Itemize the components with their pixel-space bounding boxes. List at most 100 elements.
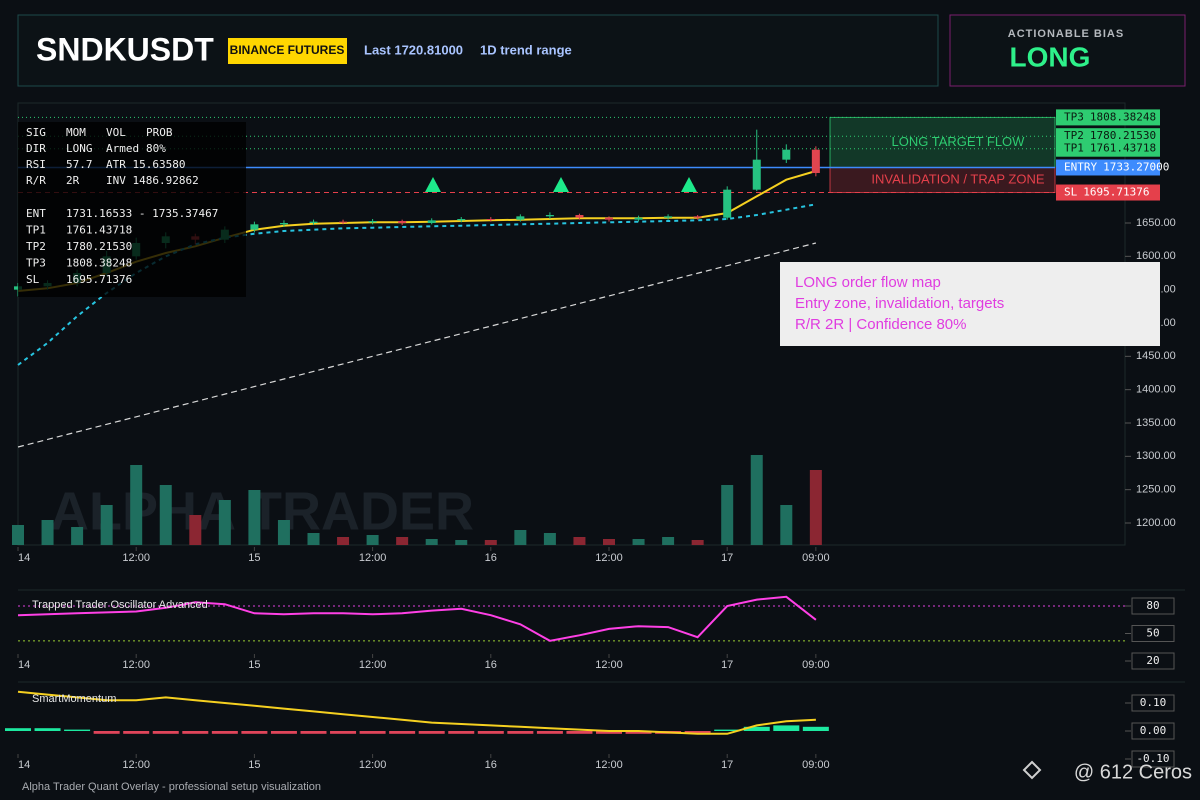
histogram-bar xyxy=(536,731,563,734)
histogram-bar xyxy=(477,731,504,734)
volume-bar xyxy=(662,537,675,545)
info-cell: ENT xyxy=(26,207,46,220)
info-cell: MOM xyxy=(66,126,86,139)
sub-layer: 14 12:00 15 12:00 16 12:00 17 09:00 80 50 20 Trappe… xyxy=(5,595,1175,771)
volume-bar xyxy=(691,540,704,545)
x-tick-label: 15 xyxy=(248,552,260,564)
watermark-icon xyxy=(1022,760,1042,780)
y-tick-label: 1450.00 xyxy=(1136,350,1176,362)
x-tick-label: 14 xyxy=(18,552,30,564)
signal-marker xyxy=(425,177,441,192)
volume-bar xyxy=(277,520,290,545)
footer: Alpha Trader Quant Overlay - professiona… xyxy=(22,781,321,793)
candle-body xyxy=(782,149,791,160)
histogram-bar xyxy=(714,729,741,731)
x-tick-label: 12:00 xyxy=(359,552,387,564)
candle-body xyxy=(309,221,318,223)
x-tick-label: 09:00 xyxy=(802,659,830,671)
y-tick-label: -0.10 xyxy=(1136,752,1169,765)
main-layer: LONG TARGET FLOW INVALIDATION / TRAP ZONE xyxy=(14,116,1056,366)
histogram-bar xyxy=(152,731,179,734)
info-cell: INV 1486.92862 xyxy=(106,174,199,187)
candle-body xyxy=(811,149,820,173)
info-cell: 80% xyxy=(146,142,166,155)
y-tick-label: 0.10 xyxy=(1140,696,1167,709)
info-cell: 1761.43718 xyxy=(66,224,132,237)
volume-bar xyxy=(721,485,734,545)
y-tick-box xyxy=(1131,750,1175,768)
candle-body xyxy=(516,216,525,220)
volume-bar xyxy=(159,485,172,545)
x-tick-label: 12:00 xyxy=(595,552,623,564)
level-price: 1761.43718 xyxy=(1090,142,1156,155)
level-tag xyxy=(1056,184,1160,201)
histogram-bar xyxy=(123,731,150,734)
x-tick-label: 15 xyxy=(248,759,260,771)
candle-body xyxy=(575,215,584,218)
signal-marker xyxy=(553,177,569,192)
candle-body xyxy=(752,159,761,190)
panel-title: SmartMomentum xyxy=(32,693,116,705)
histogram-bar xyxy=(625,731,652,734)
trendline xyxy=(17,242,817,448)
exchange: BINANCE FUTURES xyxy=(230,43,345,57)
range: 1D trend range xyxy=(480,42,572,57)
diamond xyxy=(1022,760,1042,780)
info-cell: VOL xyxy=(106,126,126,139)
info-cell: PROB xyxy=(146,126,173,139)
histogram-bar xyxy=(802,726,829,731)
volume-bar xyxy=(396,537,409,545)
histogram-bar xyxy=(596,731,622,734)
level-price: 1808.38248 xyxy=(1090,110,1156,123)
x-tick-label: 16 xyxy=(485,552,497,564)
level-label: SL 1695.71376 xyxy=(1064,186,1149,199)
candle-body xyxy=(723,189,732,218)
level-name: TP3 xyxy=(1064,110,1084,123)
last-price: Last 1720.81000 xyxy=(364,42,463,57)
volume-bar xyxy=(71,527,84,545)
histogram-bar xyxy=(389,731,416,734)
level-name: ENTRY xyxy=(1064,160,1097,173)
y-tick-box xyxy=(1131,652,1175,670)
bias-value: LONG xyxy=(1010,41,1091,72)
candle-body xyxy=(368,221,377,223)
y-tick-label: 50 xyxy=(1146,627,1159,640)
panel-title: Trapped Trader Oscillator Advanced xyxy=(32,599,208,611)
info-cell: 1780.21530 xyxy=(66,240,132,253)
x-tick-label: 12:00 xyxy=(595,659,623,671)
watermark: @ 612 Ceros xyxy=(1074,761,1192,783)
volume-bar xyxy=(248,490,261,545)
info-cell: 1695.71376 xyxy=(66,273,132,286)
histogram-bar xyxy=(448,731,475,734)
histogram-bar xyxy=(93,731,120,734)
volume-bar xyxy=(455,540,468,545)
histogram-bar xyxy=(5,728,31,731)
level-name: TP2 xyxy=(1064,129,1084,142)
volume-bar xyxy=(12,525,24,545)
y-tick-label: 0.00 xyxy=(1140,724,1167,737)
info-cell: TP2 xyxy=(26,240,46,253)
volume-bar xyxy=(750,455,763,545)
level-name: TP1 xyxy=(1064,142,1084,155)
note-line: LONG order flow map xyxy=(795,274,941,291)
volume-bar xyxy=(130,465,143,545)
candle-body xyxy=(427,220,436,223)
front-layer: TP3 1808.38248 TP2 1780.21530 TP1 1761.43718 E… xyxy=(18,109,1169,346)
x-tick-label: 14 xyxy=(18,659,30,671)
x-tick-label: 12:00 xyxy=(122,659,150,671)
x-tick-label: 09:00 xyxy=(802,759,830,771)
histogram-bar xyxy=(211,731,238,734)
zone-label: INVALIDATION / TRAP ZONE xyxy=(871,171,1044,186)
x-tick-label: 12:00 xyxy=(359,659,387,671)
background-watermark: ALPHA TRADER xyxy=(50,481,474,541)
candle-body xyxy=(279,223,288,225)
info-box xyxy=(18,122,246,297)
bias-label: ACTIONABLE BIAS xyxy=(1008,28,1124,40)
level-label: TP1 1761.43718 xyxy=(1064,142,1156,155)
y-tick-label: 1650.00 xyxy=(1136,217,1176,229)
note-line: Entry zone, invalidation, targets xyxy=(795,295,1004,312)
level-label: TP3 1808.38248 xyxy=(1064,110,1156,123)
level-price: 1695.71376 xyxy=(1083,186,1149,199)
level-price: 1733.27000 xyxy=(1103,160,1169,173)
